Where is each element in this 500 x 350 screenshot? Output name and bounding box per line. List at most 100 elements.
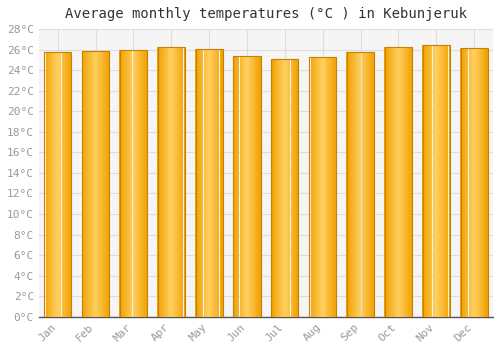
Bar [123, 50, 124, 317]
Bar [393, 47, 394, 317]
Bar [400, 47, 401, 317]
Bar [222, 49, 223, 317]
Bar [216, 49, 218, 317]
Bar [392, 47, 393, 317]
Bar [53, 52, 54, 317]
Bar [422, 46, 423, 317]
Bar [272, 59, 274, 317]
Bar [350, 52, 351, 317]
Bar [164, 47, 166, 317]
Bar [172, 47, 173, 317]
Bar [234, 56, 260, 317]
Bar [58, 52, 59, 317]
Bar [94, 51, 96, 317]
Bar [384, 47, 385, 317]
Bar [438, 46, 439, 317]
Bar [386, 47, 387, 317]
Bar [51, 52, 52, 317]
Bar [437, 46, 438, 317]
Bar [482, 48, 484, 317]
Bar [474, 48, 475, 317]
Bar [251, 56, 252, 317]
Bar [287, 59, 288, 317]
Bar [398, 47, 400, 317]
Bar [136, 50, 137, 317]
Bar [370, 52, 371, 317]
Bar [130, 50, 132, 317]
Bar [55, 52, 56, 317]
Bar [211, 49, 212, 317]
Bar [389, 47, 390, 317]
Bar [245, 56, 246, 317]
Bar [314, 57, 315, 317]
Bar [368, 52, 369, 317]
Bar [373, 52, 374, 317]
Bar [317, 57, 318, 317]
Bar [67, 52, 68, 317]
Bar [426, 46, 427, 317]
Bar [106, 51, 107, 317]
Bar [390, 47, 391, 317]
Bar [88, 51, 89, 317]
Bar [432, 46, 434, 317]
Bar [371, 52, 372, 317]
Bar [160, 47, 161, 317]
Bar [353, 52, 354, 317]
Bar [174, 47, 175, 317]
Bar [258, 56, 259, 317]
Bar [288, 59, 290, 317]
Bar [422, 46, 450, 317]
Bar [366, 52, 367, 317]
Bar [197, 49, 198, 317]
Bar [364, 52, 365, 317]
Bar [242, 56, 243, 317]
Bar [336, 57, 337, 317]
Bar [434, 46, 436, 317]
Bar [218, 49, 220, 317]
Bar [195, 49, 196, 317]
Bar [479, 48, 480, 317]
Bar [100, 51, 101, 317]
Bar [132, 50, 134, 317]
Bar [318, 57, 319, 317]
Bar [142, 50, 143, 317]
Bar [146, 50, 148, 317]
Bar [425, 46, 426, 317]
Bar [396, 47, 398, 317]
Bar [486, 48, 488, 317]
Bar [292, 59, 294, 317]
Bar [196, 49, 197, 317]
Bar [295, 59, 296, 317]
Bar [279, 59, 280, 317]
Bar [127, 50, 128, 317]
Bar [284, 59, 285, 317]
Bar [66, 52, 67, 317]
Bar [196, 49, 223, 317]
Bar [464, 48, 466, 317]
Bar [54, 52, 55, 317]
Bar [199, 49, 200, 317]
Bar [138, 50, 139, 317]
Bar [423, 46, 424, 317]
Bar [388, 47, 389, 317]
Bar [309, 57, 336, 317]
Bar [57, 52, 58, 317]
Bar [139, 50, 140, 317]
Bar [91, 51, 92, 317]
Bar [184, 47, 186, 317]
Bar [89, 51, 90, 317]
Bar [86, 51, 87, 317]
Bar [50, 52, 51, 317]
Bar [176, 47, 177, 317]
Bar [357, 52, 358, 317]
Bar [102, 51, 103, 317]
Bar [466, 48, 468, 317]
Bar [214, 49, 215, 317]
Bar [441, 46, 442, 317]
Bar [82, 51, 109, 317]
Bar [84, 51, 85, 317]
Bar [440, 46, 441, 317]
Bar [335, 57, 336, 317]
Bar [406, 47, 407, 317]
Bar [476, 48, 477, 317]
